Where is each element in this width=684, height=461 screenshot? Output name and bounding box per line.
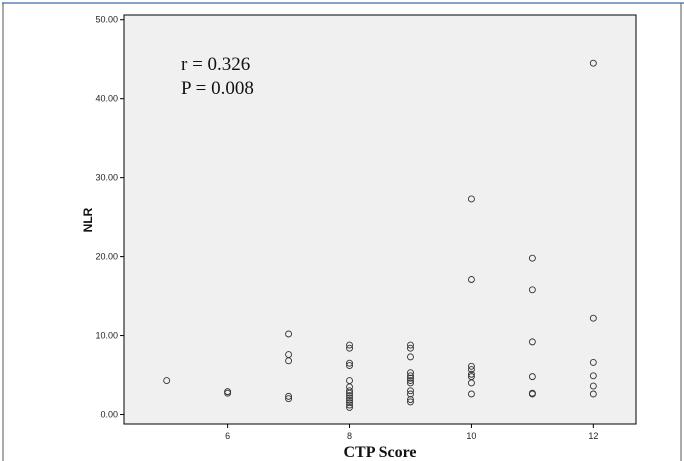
data-point: [528, 390, 536, 398]
data-point: [285, 392, 293, 400]
data-point: [285, 395, 293, 403]
data-point: [407, 387, 414, 395]
data-point: [467, 390, 475, 398]
data-point: [346, 389, 353, 397]
data-point: [346, 392, 353, 400]
data-point: [407, 379, 414, 387]
data-point: [467, 276, 475, 283]
data-point: [467, 379, 475, 387]
data-point: [528, 338, 536, 346]
data-point: [589, 358, 597, 366]
x-axis: 6 8 10 12: [225, 424, 598, 441]
data-point: [346, 359, 353, 367]
x-tick-label: 6: [225, 431, 230, 441]
data-point: [467, 195, 475, 203]
data-point: [346, 362, 353, 370]
x-tick-label: 8: [347, 431, 352, 441]
y-axis: 0.00 10.00 20.00 30.00 40.00 50.00: [95, 15, 124, 420]
data-point: [346, 403, 353, 411]
data-point: [407, 369, 414, 377]
y-tick-label: 0.00: [100, 410, 118, 420]
p-value-annotation: P = 0.008: [181, 78, 254, 99]
data-point: [407, 341, 414, 349]
data-point: [346, 394, 353, 402]
data-point: [407, 344, 414, 352]
data-point: [224, 389, 232, 397]
x-tick-label: 10: [466, 431, 476, 441]
data-point: [346, 341, 353, 349]
y-tick-label: 10.00: [95, 331, 118, 341]
data-point: [589, 314, 597, 322]
correlation-r-annotation: r = 0.326: [181, 54, 250, 75]
data-point: [589, 382, 597, 390]
data-point: [589, 372, 597, 380]
data-points: [163, 59, 597, 411]
data-point: [346, 344, 353, 352]
data-point: [346, 387, 353, 395]
data-point: [285, 357, 293, 365]
data-point: [528, 286, 536, 294]
data-point: [407, 390, 414, 398]
y-axis-title: NLR: [81, 207, 95, 232]
data-point: [407, 374, 414, 382]
data-point: [285, 330, 293, 338]
data-point: [407, 377, 414, 385]
data-point: [528, 254, 536, 262]
data-point: [346, 401, 353, 409]
data-point: [589, 59, 597, 67]
plot-area: [123, 14, 637, 425]
y-tick-label: 40.00: [95, 94, 118, 104]
data-point: [407, 396, 414, 403]
data-point: [528, 373, 536, 381]
data-point: [407, 372, 414, 380]
y-tick-label: 20.00: [95, 252, 118, 262]
x-axis-title: CTP Score: [343, 444, 416, 461]
data-point: [346, 396, 353, 404]
x-tick-label: 12: [588, 431, 598, 441]
data-point: [467, 362, 475, 370]
data-point: [407, 353, 414, 361]
data-point: [163, 377, 171, 385]
data-point: [467, 366, 475, 373]
y-tick-label: 30.00: [95, 173, 118, 183]
data-point: [589, 390, 597, 398]
data-point: [346, 399, 353, 407]
data-point: [407, 398, 414, 406]
y-tick-label: 50.00: [95, 15, 118, 25]
data-point: [467, 370, 475, 378]
